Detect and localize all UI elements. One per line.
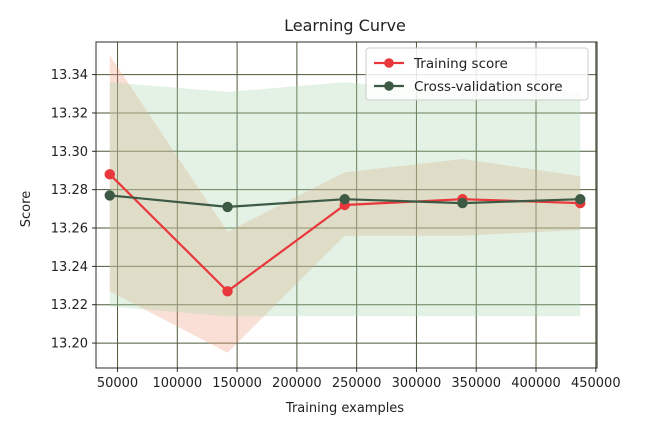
x-tick-label: 150000: [212, 376, 262, 391]
x-tick-label: 350000: [451, 376, 501, 391]
x-tick-label: 300000: [392, 376, 442, 391]
x-axis-label: Training examples: [285, 401, 404, 416]
chart-title: Learning Curve: [284, 16, 406, 35]
plot-frame: [95, 41, 598, 369]
y-tick-label: 13.22: [51, 298, 88, 313]
cross-validation-score-legend-marker: [384, 81, 394, 91]
y-tick-label: 13.30: [51, 145, 88, 160]
x-tick-label: 450000: [571, 376, 621, 391]
y-tick-label: 13.26: [51, 222, 88, 237]
legend: Training score Cross-validation score: [365, 47, 589, 101]
training-score-legend-label: Training score: [413, 56, 508, 72]
x-tick-label: 400000: [511, 376, 561, 391]
training-score-point: [104, 169, 115, 180]
cross-validation-score-point: [575, 194, 586, 205]
y-tick-label: 13.32: [51, 106, 88, 121]
y-tick-label: 13.34: [51, 68, 88, 83]
cross-validation-score-point: [222, 201, 233, 213]
y-tick-label: 13.24: [51, 260, 88, 275]
y-tick-label: 13.20: [51, 337, 88, 352]
y-tick-label: 13.28: [51, 183, 88, 198]
x-tick-label: 250000: [332, 376, 382, 391]
cross-validation-score-legend-label: Cross-validation score: [414, 79, 563, 95]
cross-validation-score-point: [457, 197, 468, 209]
training-score-legend-marker: [384, 58, 394, 68]
training-score-point: [222, 286, 233, 297]
x-tick-label: 50000: [97, 376, 138, 391]
cross-validation-score-point: [104, 190, 115, 201]
legend-box: [365, 47, 589, 101]
x-tick-label: 200000: [272, 376, 322, 391]
cross-validation-score-point: [339, 194, 350, 205]
x-tick-label: 100000: [152, 376, 202, 391]
y-axis-label: Score: [19, 191, 34, 227]
